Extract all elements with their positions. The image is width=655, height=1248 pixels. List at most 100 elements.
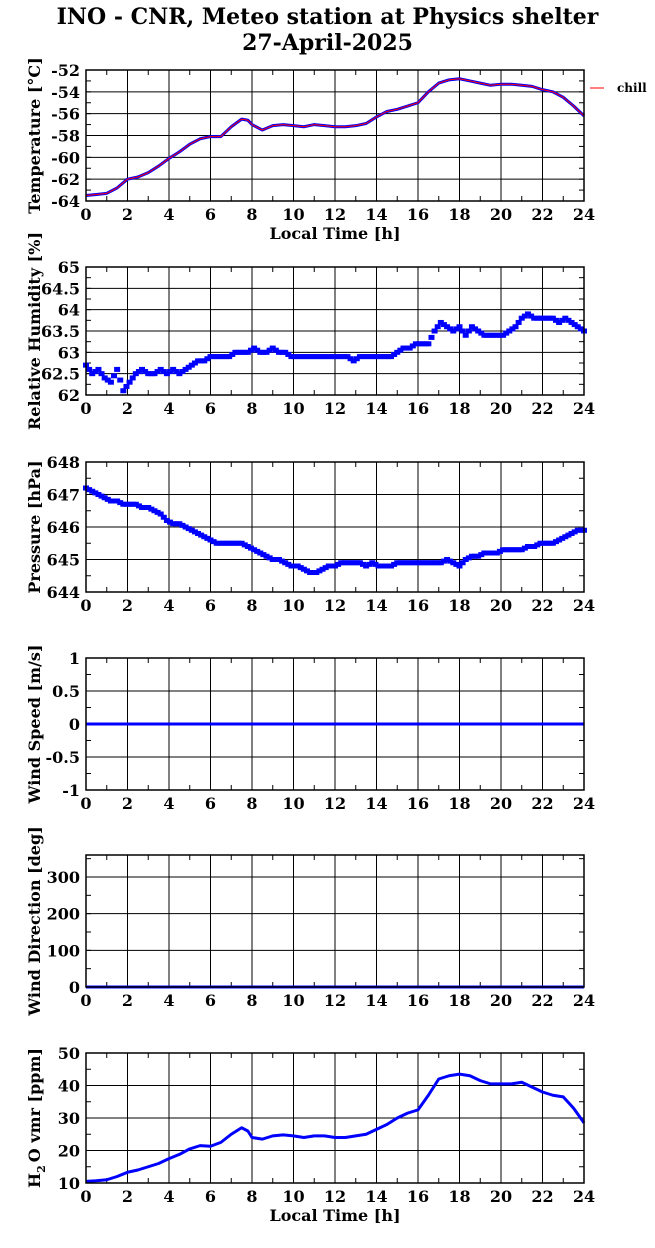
x-tick-label: 20 <box>490 596 512 615</box>
y-tick-label: 63.5 <box>41 322 80 341</box>
y-axis-label: Wind Speed [m/s] <box>25 645 44 805</box>
data-point <box>521 313 528 319</box>
data-point <box>98 371 105 377</box>
data-point <box>95 366 102 372</box>
x-tick-label: 12 <box>324 596 346 615</box>
x-tick-label: 2 <box>122 991 133 1010</box>
x-tick-label: 6 <box>205 205 216 224</box>
data-point <box>537 540 544 546</box>
data-point <box>556 537 563 543</box>
x-tick-label: 4 <box>163 399 174 418</box>
y-tick-label: 0 <box>69 715 80 734</box>
data-point <box>163 518 170 523</box>
data-point <box>104 377 111 383</box>
data-point <box>251 345 258 351</box>
data-point <box>89 488 96 494</box>
data-point <box>129 375 136 381</box>
data-point <box>528 544 535 549</box>
data-point <box>204 535 211 541</box>
x-tick-label: 14 <box>365 1187 387 1206</box>
data-point <box>288 354 295 360</box>
data-point <box>244 544 251 549</box>
data-point <box>490 550 497 556</box>
data-point <box>244 349 251 355</box>
data-point <box>515 319 522 325</box>
y-tick-label: -64 <box>51 192 80 211</box>
data-point <box>126 501 133 507</box>
data-point <box>419 341 426 347</box>
data-point <box>456 563 463 569</box>
y-tick-label: -60 <box>51 148 80 167</box>
x-tick-label: 8 <box>246 596 257 615</box>
x-tick-label: 22 <box>531 205 553 224</box>
plot-frame <box>85 657 585 791</box>
data-point <box>300 354 307 360</box>
data-point <box>403 560 410 566</box>
data-point <box>148 506 155 512</box>
data-point <box>577 326 584 332</box>
data-point <box>291 563 298 569</box>
x-tick-label: 10 <box>282 794 304 813</box>
data-point <box>506 328 513 334</box>
data-point <box>450 560 457 566</box>
data-point <box>297 565 304 571</box>
data-point <box>322 354 329 360</box>
data-point <box>353 560 360 566</box>
data-point <box>123 383 130 389</box>
x-tick-label: 10 <box>282 399 304 418</box>
data-point <box>478 552 485 558</box>
data-point <box>325 563 332 569</box>
data-point <box>328 563 335 569</box>
data-point <box>163 371 170 377</box>
x-tick-label: 16 <box>407 596 429 615</box>
data-point <box>98 493 105 499</box>
data-point <box>562 534 569 540</box>
data-point <box>272 557 279 562</box>
x-tick-label: 2 <box>122 1187 133 1206</box>
data-point <box>577 527 584 533</box>
data-point <box>543 540 550 546</box>
data-point <box>465 555 472 561</box>
data-point <box>139 366 146 372</box>
x-tick-label: 12 <box>324 991 346 1010</box>
y-tick-label: 20 <box>58 1142 80 1161</box>
x-tick-label: 24 <box>573 794 595 813</box>
data-point <box>459 560 466 566</box>
data-point <box>92 369 99 375</box>
data-point <box>347 560 354 566</box>
data-point <box>226 354 233 360</box>
data-point <box>475 328 482 334</box>
data-point <box>375 354 382 360</box>
data-point <box>201 358 208 364</box>
x-tick-label: 22 <box>531 794 553 813</box>
y-tick-label: 648 <box>47 453 80 472</box>
data-point <box>260 349 267 355</box>
x-tick-label: 16 <box>407 1187 429 1206</box>
data-point <box>341 354 348 360</box>
x-tick-label: 22 <box>531 399 553 418</box>
data-point <box>574 324 581 330</box>
data-point <box>500 547 507 553</box>
data-point <box>412 560 419 566</box>
x-tick-label: 20 <box>490 794 512 813</box>
x-tick-label: 14 <box>365 205 387 224</box>
data-point <box>145 371 152 377</box>
data-point <box>282 349 289 355</box>
x-tick-label: 0 <box>80 794 91 813</box>
data-point <box>462 332 469 338</box>
data-point <box>213 540 220 546</box>
data-point <box>425 341 432 347</box>
data-point <box>307 354 314 360</box>
data-point <box>416 560 423 566</box>
data-point <box>540 315 547 321</box>
data-point <box>360 354 367 360</box>
data-point <box>360 561 367 567</box>
x-tick-label: 8 <box>246 991 257 1010</box>
y-axis-label: Wind Direction [deg] <box>25 826 44 1017</box>
data-point <box>117 500 124 506</box>
data-point <box>456 324 463 330</box>
data-point <box>176 371 183 377</box>
data-point <box>397 347 404 353</box>
data-point <box>406 345 413 351</box>
data-point <box>335 354 342 360</box>
